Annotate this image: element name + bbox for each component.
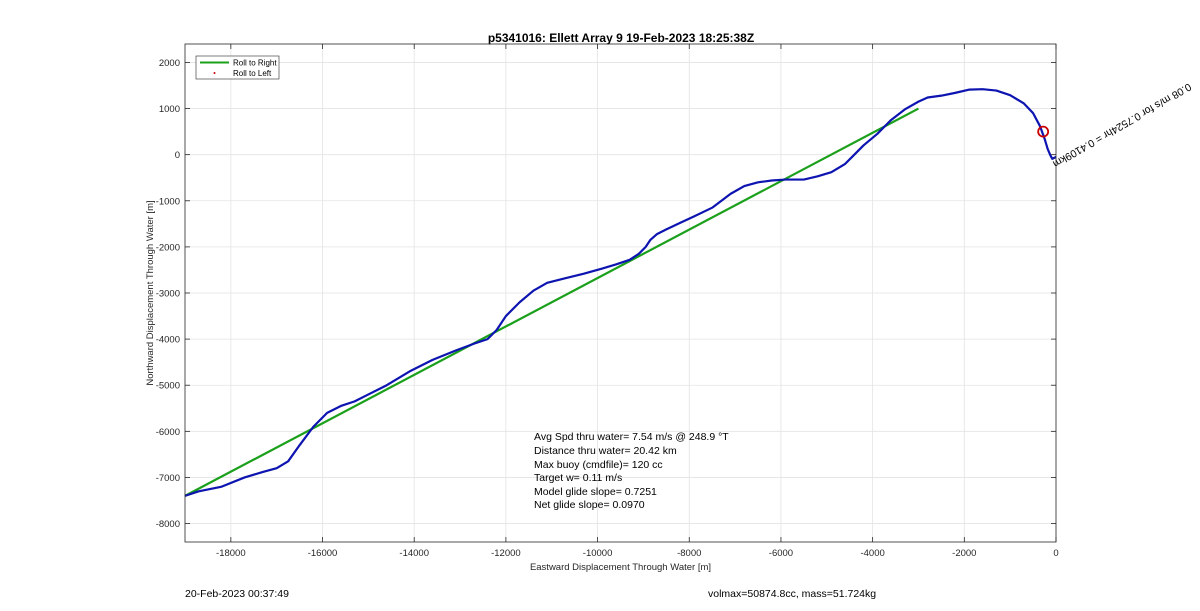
x-tick-label: -16000 [308, 548, 338, 559]
x-tick-label: -8000 [677, 548, 701, 559]
chart-title: p5341016: Ellett Array 9 19-Feb-2023 18:… [488, 31, 754, 45]
y-tick-label: -2000 [156, 242, 180, 253]
current-position-marker [1037, 125, 1050, 138]
legend-label-roll-left: Roll to Left [233, 69, 272, 78]
footer-timestamp: 20-Feb-2023 00:37:49 [185, 588, 289, 600]
x-tick-label: -4000 [860, 548, 884, 559]
y-tick-label: -3000 [156, 289, 180, 300]
legend-swatch-roll-left [213, 72, 216, 74]
y-tick-label: -8000 [156, 519, 180, 530]
y-tick-label: 2000 [159, 58, 180, 69]
stats-annotation: Avg Spd thru water= 7.54 m/s @ 248.9 °T … [534, 431, 729, 511]
y-tick-label: -1000 [156, 196, 180, 207]
x-axis-label: Eastward Displacement Through Water [m] [530, 562, 711, 573]
y-tick-label: 1000 [159, 104, 180, 115]
stat-target-w: Target w= 0.11 m/s [534, 472, 622, 484]
x-tick-label: -14000 [399, 548, 429, 559]
y-tick-label: -7000 [156, 473, 180, 484]
stat-avg-speed: Avg Spd thru water= 7.54 m/s @ 248.9 °T [534, 431, 729, 443]
series-line-roll-right [184, 107, 919, 497]
x-tick-label: -2000 [952, 548, 976, 559]
y-tick-label: 0 [175, 150, 180, 161]
legend: Roll to Right Roll to Left [195, 55, 280, 80]
stat-model-glide-slope: Model glide slope= 0.7251 [534, 486, 657, 498]
y-tick-label: -5000 [156, 381, 180, 392]
y-axis-label: Northward Displacement Through Water [m] [145, 200, 156, 385]
series-layer [184, 88, 1057, 497]
x-tick-label: -12000 [491, 548, 521, 559]
series-line-displacement-track [184, 88, 1057, 497]
y-tick-label: -4000 [156, 335, 180, 346]
path-label: 0.08 m/s for 0.7524hr = 0.4109km [1050, 80, 1193, 169]
axes-box [184, 43, 1057, 543]
y-tick-label: -6000 [156, 427, 180, 438]
grid [185, 44, 1057, 542]
tick-labels: -18000 -16000 -14000 -12000 -10000 -8000 -6000… [156, 44, 1059, 559]
x-tick-label: -6000 [769, 548, 793, 559]
x-tick-label: -18000 [216, 548, 246, 559]
x-tick-label: 0 [1053, 548, 1058, 559]
legend-label-roll-right: Roll to Right [233, 59, 277, 68]
footer-vehicle-params: volmax=50874.8cc, mass=51.724kg [708, 588, 877, 600]
stat-distance: Distance thru water= 20.42 km [534, 445, 677, 457]
stat-net-glide-slope: Net glide slope= 0.0970 [534, 499, 645, 511]
x-tick-label: -10000 [583, 548, 613, 559]
stat-max-buoy: Max buoy (cmdfile)= 120 cc [534, 459, 663, 471]
